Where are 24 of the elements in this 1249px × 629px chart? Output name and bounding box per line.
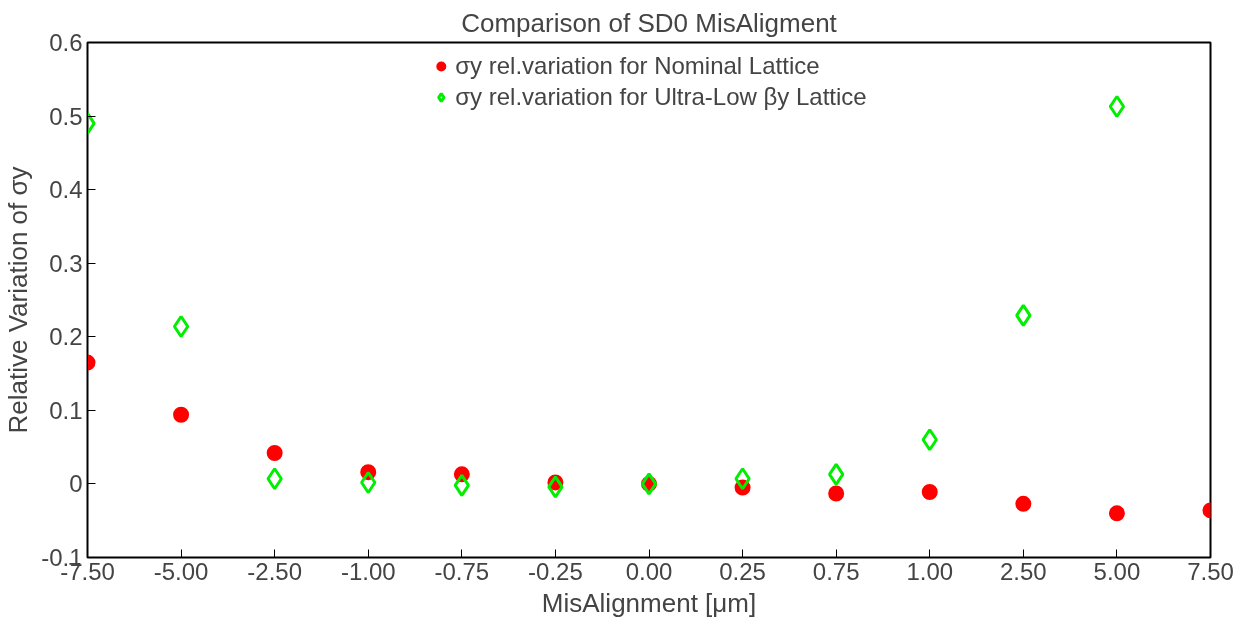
x-tick-label: -1.00 <box>340 557 396 585</box>
legend-label: σy rel.variation for Ultra-Low βy Lattice <box>455 83 867 111</box>
x-tick-label: 0.25 <box>719 557 766 585</box>
y-tick-label: 0.4 <box>49 176 83 204</box>
x-tick-label: 1.00 <box>906 557 954 585</box>
y-tick-label: 0 <box>69 470 83 498</box>
x-tick-label: 0.75 <box>812 557 860 585</box>
y-tick-label: 0.6 <box>49 29 83 56</box>
x-tick-label: 5.00 <box>1093 557 1141 585</box>
x-tick-label: -0.25 <box>528 557 583 585</box>
y-tick-label: 0.3 <box>49 249 83 277</box>
legend-label: σy rel.variation for Nominal Lattice <box>455 52 820 80</box>
y-tick-label: 0.1 <box>49 396 83 424</box>
x-tick-label: -2.50 <box>247 557 303 585</box>
x-axis-title: MisAlignment [μm] <box>541 587 757 618</box>
x-tick-label: 7.50 <box>1187 557 1234 585</box>
x-tick-label: 0.00 <box>625 557 673 585</box>
x-tick-label: -0.75 <box>434 557 490 585</box>
y-axis-title: Relative Variation of σy <box>3 166 34 434</box>
y-tick-label: 0.2 <box>49 323 83 351</box>
x-tick-label: 2.50 <box>999 557 1047 585</box>
chart-title: Comparison of SD0 MisAligment <box>461 7 838 38</box>
y-tick-label: 0.5 <box>49 102 83 130</box>
x-tick-label: -5.00 <box>153 557 209 585</box>
